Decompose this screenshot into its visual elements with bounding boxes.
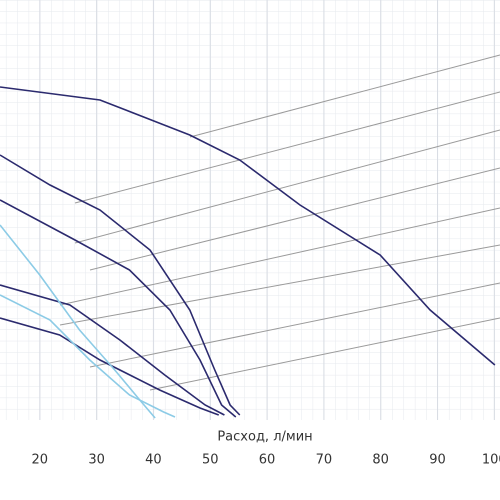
curve <box>0 294 176 418</box>
guide-lines <box>59 54 500 391</box>
guide-line <box>59 244 500 326</box>
curve <box>0 86 496 366</box>
guide-line <box>89 167 500 271</box>
guide-line <box>74 129 500 244</box>
x-tick-label: 90 <box>429 453 446 468</box>
guide-line <box>189 54 500 138</box>
x-tick-label: 40 <box>145 453 162 468</box>
x-tick-label: 30 <box>88 453 105 468</box>
x-axis-label: Расход, л/мин <box>217 430 312 445</box>
guide-line <box>74 91 500 204</box>
guide-line <box>89 282 500 368</box>
curve <box>0 199 237 418</box>
curves <box>0 86 496 419</box>
curve <box>0 154 241 416</box>
x-tick-label: 70 <box>316 453 333 468</box>
curve <box>0 317 220 416</box>
guide-line <box>59 207 500 306</box>
x-tick-label: 50 <box>202 453 219 468</box>
x-tick-label: 20 <box>31 453 48 468</box>
x-tick-label: 100 <box>482 453 500 468</box>
grid-area <box>0 0 500 420</box>
grid <box>0 0 500 420</box>
x-tick-label: 80 <box>372 453 389 468</box>
x-tick-label: 60 <box>259 453 276 468</box>
curve <box>0 224 156 419</box>
